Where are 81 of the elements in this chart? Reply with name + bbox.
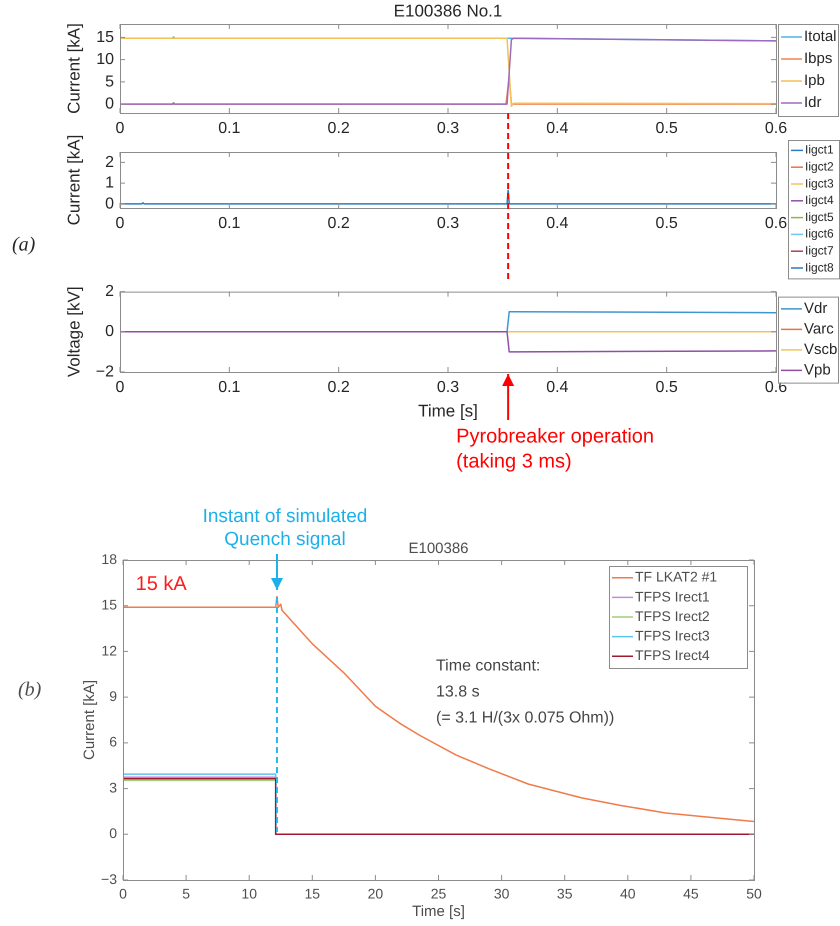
y-tick-label: 6 — [109, 734, 118, 750]
y-axis-title: Current [kA] — [81, 680, 98, 760]
legend-label: TFPS Irect1 — [635, 588, 710, 604]
x-tick-label: 40 — [620, 885, 636, 902]
legend-label: Iigct2 — [805, 160, 834, 174]
x-tick-label: 0.5 — [656, 215, 678, 232]
x-tick-label: 30 — [494, 885, 510, 902]
x-tick-label: 0.5 — [656, 120, 678, 138]
x-tick-label: 0.2 — [328, 120, 350, 138]
legend-label: TFPS Irect2 — [635, 608, 710, 624]
x-tick-label: 0.6 — [764, 215, 788, 232]
legend-label: Iigct8 — [805, 260, 834, 274]
legend-label: Vpb — [804, 361, 831, 378]
x-tick-label: 15 — [304, 885, 320, 902]
y-tick-label: 12 — [101, 642, 118, 658]
x-tick-label: 0.3 — [436, 215, 460, 232]
x-tick-label: 45 — [683, 885, 699, 902]
legend-label: Iigct5 — [805, 210, 834, 224]
legend-label: Varc — [804, 320, 834, 338]
text: (b) — [18, 678, 42, 700]
x-tick-label: 0.4 — [546, 215, 569, 232]
y-tick-label: 10 — [96, 51, 114, 68]
legend-label: TFPS Irect3 — [635, 627, 710, 644]
legend-label: Iigct6 — [805, 226, 834, 241]
x-tick-label: 0.4 — [546, 120, 569, 138]
y-tick-label: 2 — [105, 154, 114, 171]
text: Instant of simulated Quench signal — [202, 506, 368, 550]
y-axis-title: Current [kA] — [64, 134, 84, 226]
y-tick-label: −3 — [101, 870, 118, 887]
text: (a) — [12, 233, 36, 256]
x-tick-label: 0.5 — [656, 379, 678, 396]
legend-label: Vdr — [804, 300, 828, 317]
legend-label: TF LKAT2 #1 — [635, 568, 718, 585]
y-axis-title: Voltage [kV] — [64, 286, 84, 378]
legend-label: Vscb — [804, 340, 838, 358]
y-tick-label: 0 — [109, 825, 118, 842]
y-tick-label: 0 — [105, 323, 114, 340]
annotation: 15 kA — [136, 573, 188, 596]
y-tick-label: 15 — [101, 596, 118, 613]
x-tick-label: 0.6 — [764, 120, 788, 138]
x-tick-label: 0 — [119, 885, 128, 902]
x-tick-label: 25 — [430, 885, 446, 902]
text: Pyrobreaker operation (taking 3 ms) — [456, 426, 654, 473]
y-tick-label: −2 — [96, 363, 114, 380]
legend-label: TFPS Irect4 — [635, 647, 710, 664]
x-tick-label: 10 — [241, 885, 258, 902]
x-axis-title: Time [s] — [412, 903, 465, 920]
legend-label: Iigct1 — [805, 142, 834, 157]
chart-title: E100386 — [408, 540, 469, 558]
x-tick-label: 5 — [182, 885, 190, 902]
x-axis-title: Time [s] — [418, 402, 478, 421]
y-tick-label: 18 — [101, 550, 118, 567]
x-tick-label: 0.1 — [218, 120, 241, 138]
y-tick-label: 0 — [105, 96, 114, 113]
legend-label: Iigct3 — [805, 176, 834, 190]
legend-label: Iigct7 — [805, 244, 834, 258]
x-tick-label: 0.4 — [546, 379, 569, 396]
y-tick-label: 5 — [105, 73, 114, 90]
y-tick-label: 0 — [105, 195, 114, 212]
x-tick-label: 20 — [368, 885, 384, 902]
y-tick-label: 15 — [96, 28, 114, 46]
legend-label: Ibps — [804, 50, 832, 68]
x-tick-label: 35 — [556, 885, 573, 902]
y-tick-label: 9 — [109, 688, 118, 704]
x-tick-label: 0.2 — [328, 215, 350, 232]
x-tick-label: 0.1 — [218, 215, 241, 232]
x-tick-label: 0.3 — [436, 379, 460, 396]
legend-label: Itotal — [804, 28, 837, 46]
legend-label: Idr — [804, 94, 822, 112]
x-tick-label: 0.2 — [328, 379, 350, 396]
x-tick-label: 0.1 — [218, 379, 241, 396]
annotation: Time constant: 13.8 s (= 3.1 H/(3x 0.075 Ohm)) — [436, 657, 614, 726]
y-axis-title: Current [kA] — [64, 23, 84, 114]
y-tick-label: 3 — [109, 779, 118, 796]
x-tick-label: 0.3 — [436, 120, 460, 138]
y-tick-label: 2 — [105, 283, 114, 300]
chart-title: E100386 No.1 — [394, 2, 502, 21]
y-tick-label: 1 — [105, 174, 114, 192]
x-tick-label: 50 — [746, 885, 762, 902]
legend-label: Iigct4 — [805, 193, 834, 208]
legend-label: Ipb — [804, 72, 825, 90]
